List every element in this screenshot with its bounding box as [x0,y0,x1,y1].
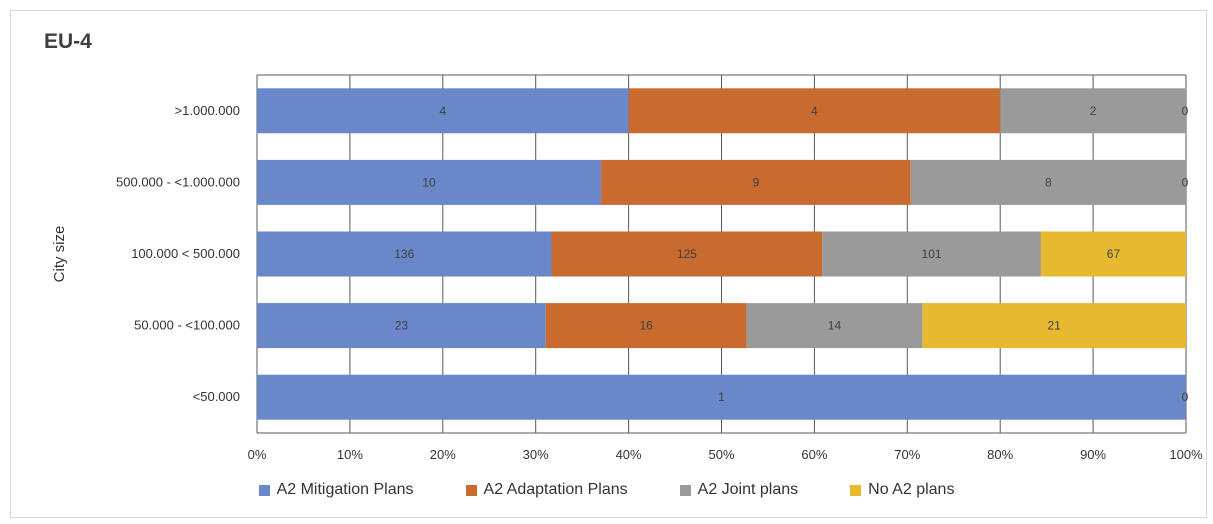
data-label: 21 [1048,319,1062,333]
chart-title: EU-4 [44,30,92,53]
bar-segment [257,303,546,349]
y-axis-title: City size [51,226,68,283]
y-category-label: 50.000 - <100.000 [134,318,240,333]
bar-segment [545,303,747,349]
bars [257,88,1186,420]
legend: A2 Mitigation Plans A2 Adaptation Plans A2… [0,481,1213,499]
x-tick-label: 60% [801,447,827,462]
data-label: 67 [1107,247,1121,261]
data-label: 125 [677,247,697,261]
bar-segment [822,231,1041,277]
x-tick-label: 0% [248,447,267,462]
bar-segment [922,303,1186,349]
data-label: 0 [1182,390,1189,404]
data-label: 101 [922,247,942,261]
y-category-label: 100.000 < 500.000 [131,246,240,261]
legend-swatch [850,484,862,496]
x-tick-label: 50% [708,447,734,462]
bar-segment [628,88,1001,134]
bar-segment [1040,231,1186,277]
data-label: 0 [1182,175,1189,189]
bar-segment [601,159,911,205]
y-category-label: 500.000 - <1.000.000 [116,174,240,189]
legend-label: A2 Adaptation Plans [483,481,628,498]
bar-segment [910,159,1186,205]
legend-swatch [258,484,270,496]
x-tick-label: 40% [616,447,642,462]
x-tick-label: 70% [894,447,920,462]
bar-segment [746,303,923,349]
data-label: 136 [394,247,414,261]
data-label: 16 [639,319,653,333]
y-category-label: <50.000 [193,389,240,404]
legend-swatch [679,484,691,496]
x-tick-label: 20% [430,447,456,462]
axes: 0% 10% 20% 30% 40% 50% 60% 70% 80% 90% 100% >1.000.… [51,103,1203,462]
legend-label: A2 Joint plans [697,481,799,498]
bar-segment [257,159,602,205]
x-tick-label: 80% [987,447,1013,462]
legend-swatch [465,484,477,496]
y-category-label: >1.000.000 [175,103,240,118]
data-label: 8 [1045,175,1052,189]
data-label: 0 [1182,104,1189,118]
bar-segment [257,88,629,134]
legend-item: A2 Adaptation Plans [465,481,628,499]
bar-segment [1000,88,1186,134]
x-tick-label: 100% [1169,447,1203,462]
x-tick-label: 30% [523,447,549,462]
data-label: 4 [439,104,446,118]
bar-segment [257,231,552,277]
legend-item: No A2 plans [850,481,954,499]
data-label: 10 [422,175,436,189]
data-label: 9 [753,175,760,189]
legend-item: A2 Joint plans [679,481,799,499]
bar-segment [257,374,1186,420]
bar-segment [551,231,823,277]
x-tick-label: 90% [1080,447,1106,462]
legend-label: No A2 plans [868,481,955,498]
data-label: 14 [828,319,842,333]
data-label: 2 [1090,104,1097,118]
legend-item: A2 Mitigation Plans [258,481,414,499]
data-label: 4 [811,104,818,118]
data-label: 1 [718,390,725,404]
data-label: 23 [395,319,409,333]
legend-label: A2 Mitigation Plans [276,481,414,498]
x-tick-label: 10% [337,447,363,462]
